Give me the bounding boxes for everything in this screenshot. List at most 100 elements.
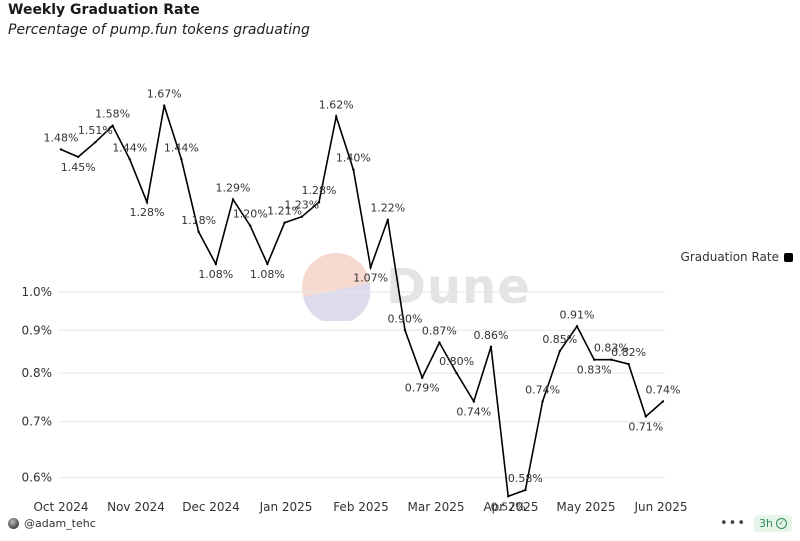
y-tick-label: 0.8% xyxy=(22,366,53,380)
data-label: 1.45% xyxy=(61,161,96,174)
data-label: 0.86% xyxy=(474,329,509,342)
data-point xyxy=(524,488,527,492)
chart-title: Weekly Graduation Rate xyxy=(8,2,200,18)
author-name: @adam_tehc xyxy=(24,517,96,530)
y-tick-label: 0.7% xyxy=(22,415,53,429)
data-point xyxy=(489,345,493,349)
check-circle-icon: ✓ xyxy=(776,518,787,529)
data-label: 0.79% xyxy=(405,382,440,395)
data-point xyxy=(593,358,596,361)
x-tick-label: Jan 2025 xyxy=(259,500,313,514)
data-label: 1.07% xyxy=(353,271,388,284)
legend[interactable]: Graduation Rate xyxy=(681,250,793,264)
data-point xyxy=(59,148,63,151)
data-label: 0.82% xyxy=(611,346,646,359)
dune-logo-icon xyxy=(302,253,370,321)
data-label: 1.67% xyxy=(147,88,182,101)
data-point xyxy=(163,104,166,107)
data-label: 0.74% xyxy=(646,383,681,396)
x-tick-label: Feb 2025 xyxy=(333,500,389,514)
data-label: 1.23% xyxy=(284,199,319,212)
data-point xyxy=(661,400,665,403)
y-tick-label: 0.6% xyxy=(22,471,53,485)
data-point xyxy=(352,168,355,171)
data-point xyxy=(644,415,647,418)
data-label: 1.40% xyxy=(336,152,371,165)
data-label: 1.28% xyxy=(302,184,337,197)
series-line xyxy=(60,105,664,498)
data-label: 1.22% xyxy=(370,202,405,215)
data-label: 1.51% xyxy=(78,124,113,137)
data-point xyxy=(472,400,475,403)
data-point xyxy=(541,400,544,403)
chart-subtitle: Percentage of pump.fun tokens graduating xyxy=(8,22,310,38)
data-label: 0.91% xyxy=(560,308,595,321)
legend-label: Graduation Rate xyxy=(680,250,779,264)
data-label: 1.29% xyxy=(216,181,251,194)
data-point xyxy=(403,329,407,332)
dune-watermark: Dune xyxy=(302,253,531,321)
data-label: 1.44% xyxy=(164,141,199,154)
refresh-badge[interactable]: 3h ✓ xyxy=(754,515,792,532)
data-label: 1.48% xyxy=(44,131,79,144)
data-point xyxy=(180,158,183,161)
refresh-age: 3h xyxy=(759,517,773,530)
y-tick-label: 1.0% xyxy=(22,285,53,299)
data-label: 0.90% xyxy=(388,312,423,325)
data-label: 1.62% xyxy=(319,99,354,112)
data-point xyxy=(77,155,80,159)
x-tick-label: Dec 2024 xyxy=(182,500,240,514)
data-point xyxy=(558,349,561,353)
watermark-text: Dune xyxy=(386,259,531,315)
x-tick-label: Mar 2025 xyxy=(408,500,465,514)
data-point xyxy=(128,158,131,161)
data-point xyxy=(249,224,252,227)
x-tick-label: Jun 2025 xyxy=(633,500,687,514)
data-point xyxy=(575,325,579,328)
data-point xyxy=(266,262,269,266)
data-point xyxy=(335,115,338,118)
x-tick-label: Oct 2024 xyxy=(33,500,88,514)
data-label: 0.57% xyxy=(491,500,526,513)
data-point xyxy=(386,218,389,221)
x-tick-label: Nov 2024 xyxy=(107,500,165,514)
data-point xyxy=(627,362,630,366)
legend-swatch xyxy=(784,252,793,262)
data-point xyxy=(111,124,114,127)
more-options-icon[interactable]: ••• xyxy=(720,516,747,531)
data-label: 1.08% xyxy=(250,268,285,281)
data-point xyxy=(145,201,149,204)
footer-actions: ••• 3h ✓ xyxy=(720,515,792,532)
data-label: 0.87% xyxy=(422,325,457,338)
data-label: 1.44% xyxy=(112,141,147,154)
data-label: 0.58% xyxy=(508,472,543,485)
data-label: 0.80% xyxy=(439,355,474,368)
data-point xyxy=(421,376,424,379)
data-label: 1.20% xyxy=(233,208,268,221)
avatar xyxy=(8,518,19,529)
data-point xyxy=(507,495,510,498)
data-label: 1.21% xyxy=(267,205,302,218)
data-point xyxy=(455,371,458,375)
data-point xyxy=(197,230,200,234)
data-point xyxy=(94,140,97,144)
data-label: 1.28% xyxy=(130,206,165,219)
y-tick-label: 0.9% xyxy=(22,323,53,337)
data-point xyxy=(438,341,441,344)
data-label: 0.74% xyxy=(456,405,491,418)
author-link[interactable]: @adam_tehc xyxy=(8,517,96,530)
data-label: 1.18% xyxy=(181,214,216,227)
data-point xyxy=(317,201,321,204)
data-point xyxy=(231,198,235,201)
data-label: 1.08% xyxy=(198,268,233,281)
data-label: 0.74% xyxy=(525,383,560,396)
x-tick-label: Apr 2025 xyxy=(483,500,538,514)
data-label: 0.85% xyxy=(542,333,577,346)
data-point xyxy=(300,215,303,218)
x-tick-label: May 2025 xyxy=(556,500,615,514)
data-point xyxy=(369,266,372,269)
data-label: 0.83% xyxy=(594,342,629,355)
data-label: 1.58% xyxy=(95,108,130,121)
data-point xyxy=(610,358,613,361)
